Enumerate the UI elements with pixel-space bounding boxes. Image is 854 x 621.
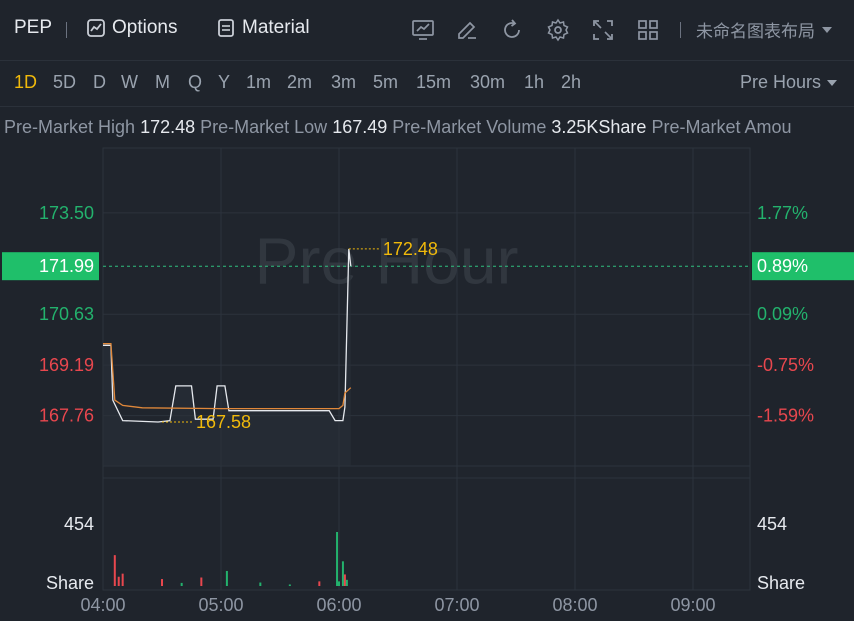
volume-unit-label-right: Share [757,573,805,593]
options-label: Options [112,17,178,38]
options-button[interactable]: Options [86,17,177,39]
x-tick-label: 05:00 [198,595,243,615]
current-pct-label: 0.89% [757,256,808,276]
volume-value: 3.25KShare [551,117,647,137]
price-line [103,248,352,423]
volume-bar [336,532,339,586]
period-1d[interactable]: 1D [14,72,38,92]
draw-icon[interactable] [455,18,479,42]
toolbar-divider [66,22,67,38]
period-30m[interactable]: 30m [470,72,506,92]
y-tick-label-right: -1.59% [757,406,814,426]
volume-bar [338,581,340,586]
volume-bar [343,574,346,586]
volume-max-label-left: 454 [64,514,94,534]
volume-unit-label-left: Share [46,573,94,593]
period-q[interactable]: Q [188,72,203,92]
volume-bar [117,576,120,586]
y-tick-label-left: 170.63 [39,304,94,324]
volume-bar [341,561,344,586]
volume-bar [318,581,321,586]
session-dropdown[interactable]: Pre Hours [740,72,838,93]
y-tick-label-right: 1.77% [757,203,808,223]
period-1h[interactable]: 1h [524,72,545,92]
session-label: Pre Hours [739,72,821,92]
plot-area [102,147,751,591]
current-pct-badge-right [752,252,854,281]
volume-label: Pre-Market Volume [392,117,547,137]
material-label: Material [242,17,310,38]
period-1m[interactable]: 1m [246,72,272,92]
material-icon [218,19,234,37]
y-tick-label-right: 0.09% [757,304,808,324]
material-button[interactable]: Material [216,17,310,39]
chevron-down-icon [822,26,832,33]
high-label: Pre-Market High [4,117,136,137]
chevron-down-icon [827,80,837,86]
chart-icon[interactable] [411,18,435,42]
volume-bar [345,579,348,586]
symbol-label[interactable]: PEP [14,17,53,38]
low-annotation-label: 167.58 [196,412,251,432]
volume-bar [200,577,203,586]
average-price-line [103,342,352,410]
price-area [103,248,351,466]
high-annotation-label: 172.48 [383,239,438,259]
period-3m[interactable]: 3m [331,72,357,92]
volume-bar [121,573,124,586]
refresh-icon[interactable] [500,18,524,42]
fullscreen-icon[interactable] [591,18,615,42]
volume-bar [161,579,163,586]
period-selector: 1D 5D D W M Q Y 1m 2m 3m 5m 15m 30m 1h 2h Pre Hours [0,60,854,107]
volume-bar [259,582,262,586]
low-label: Pre-Market Low [200,117,328,137]
current-price-badge-left [2,252,99,281]
period-5d[interactable]: 5D [53,72,77,92]
toolbar-divider [680,22,681,38]
volume-bar [288,584,291,586]
period-w[interactable]: W [121,72,138,92]
volume-bar [113,555,116,586]
x-tick-label: 06:00 [316,595,361,615]
current-price-label: 171.99 [39,256,94,276]
x-tick-label: 08:00 [552,595,597,615]
low-value: 167.49 [332,117,388,137]
period-2m[interactable]: 2m [287,72,313,92]
period-m[interactable]: M [155,72,170,92]
period-2h[interactable]: 2h [561,72,582,92]
intraday-chart[interactable]: Pre Hour 173.50 170.63 169.19 167.76 1.77% 0.0… [0,146,854,621]
volume-max-label-right: 454 [757,514,787,534]
settings-icon[interactable] [546,18,570,42]
layout-dropdown[interactable]: 未命名图表布局 [696,17,833,42]
grid-layout-icon[interactable] [636,18,660,42]
options-icon [87,19,105,37]
premarket-stats-bar: Pre-Market High 172.48 Pre-Market Low 16… [0,106,854,146]
period-15m[interactable]: 15m [416,72,452,92]
x-tick-label: 04:00 [80,595,125,615]
volume-bar [180,582,183,586]
y-tick-label-left: 173.50 [39,203,94,223]
layout-label: 未命名图表布局 [696,22,815,41]
period-5m[interactable]: 5m [373,72,399,92]
volume-bar [225,570,228,586]
high-value: 172.48 [140,117,196,137]
watermark-text: Pre Hour [254,224,518,298]
y-tick-label-right: -0.75% [757,355,814,375]
y-tick-label-left: 167.76 [39,406,94,426]
top-toolbar: PEP Options Material 未命名图表布局 [0,0,854,61]
y-tick-label-left: 169.19 [39,355,94,375]
amount-label: Pre-Market Amou [651,117,792,137]
x-tick-label: 07:00 [434,595,479,615]
period-y[interactable]: Y [218,72,231,92]
x-tick-label: 09:00 [670,595,715,615]
period-d[interactable]: D [93,72,106,92]
